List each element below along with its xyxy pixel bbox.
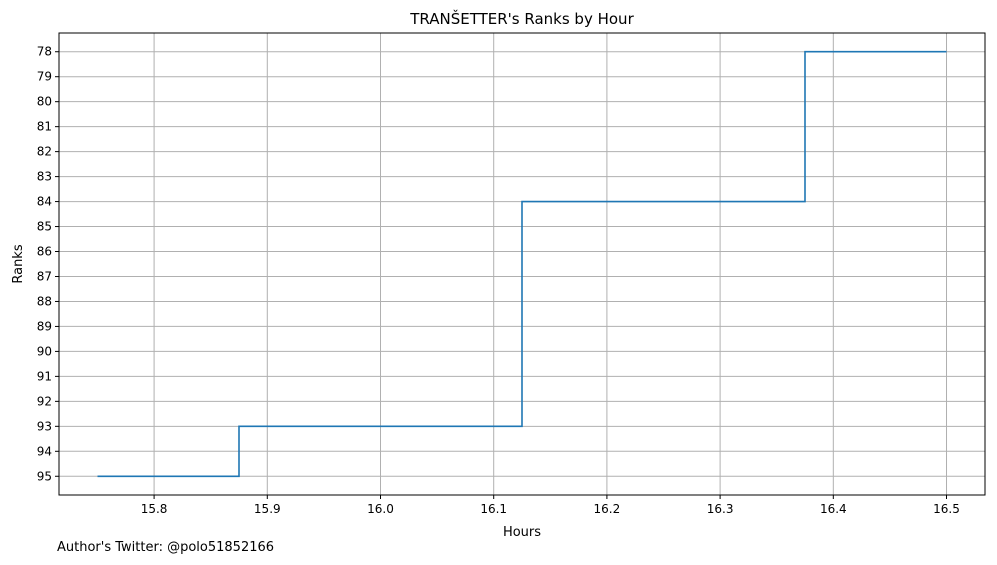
x-tick-label: 16.2 — [594, 502, 621, 516]
y-tick-label: 84 — [37, 195, 52, 209]
author-footer: Author's Twitter: @polo51852166 — [57, 540, 275, 555]
y-tick-label: 79 — [37, 70, 52, 84]
plot-frame — [58, 32, 986, 496]
y-tick-label: 87 — [37, 269, 52, 283]
x-tick-label: 16.1 — [480, 502, 507, 516]
x-axis-label: Hours — [503, 525, 541, 540]
y-tick-label: 90 — [37, 344, 52, 358]
y-axis-ticks: 78 79 80 81 82 83 84 85 86 87 88 89 90 91 92 93 94 95 — [37, 45, 59, 483]
x-tick-label: 16.3 — [707, 502, 734, 516]
y-tick-label: 92 — [37, 394, 52, 408]
y-tick-label: 86 — [37, 245, 52, 259]
x-tick-label: 15.8 — [141, 502, 168, 516]
y-tick-label: 93 — [37, 419, 52, 433]
chart-title: TRANŠETTER's Ranks by Hour — [409, 9, 634, 28]
y-tick-label: 85 — [37, 220, 52, 234]
x-tick-label: 16.0 — [367, 502, 394, 516]
y-tick-label: 89 — [37, 319, 52, 333]
y-axis-label: Ranks — [11, 244, 26, 283]
x-tick-label: 16.5 — [933, 502, 960, 516]
y-tick-label: 91 — [37, 369, 52, 383]
y-tick-label: 81 — [37, 120, 52, 134]
series-group — [97, 50, 947, 478]
rank-step-line — [97, 50, 947, 478]
y-tick-label: 80 — [37, 95, 52, 109]
y-tick-label: 94 — [37, 444, 52, 458]
y-tick-label: 82 — [37, 145, 52, 159]
y-tick-label: 88 — [37, 294, 52, 308]
x-tick-label: 15.9 — [254, 502, 281, 516]
y-tick-label: 95 — [37, 469, 52, 483]
y-tick-label: 83 — [37, 170, 52, 184]
y-tick-label: 78 — [37, 45, 52, 59]
x-tick-label: 16.4 — [820, 502, 847, 516]
x-axis-ticks: 15.8 15.9 16.0 16.1 16.2 16.3 16.4 16.5 — [141, 495, 960, 516]
